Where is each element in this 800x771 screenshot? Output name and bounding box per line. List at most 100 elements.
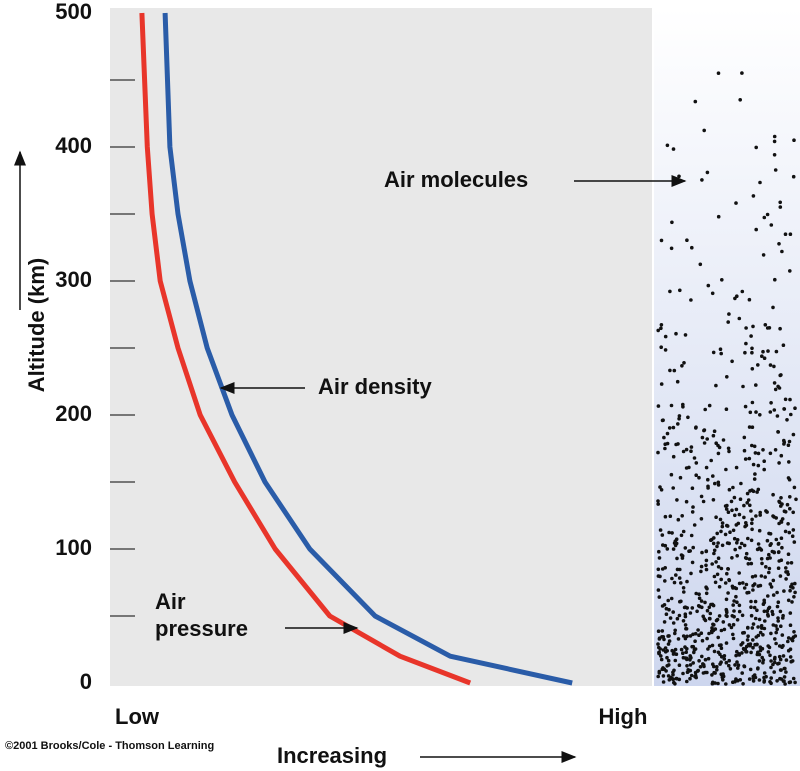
molecule [671,486,675,490]
molecule [704,549,708,554]
molecule [756,451,761,456]
molecule [674,573,678,577]
molecule [658,647,662,651]
molecule [758,583,763,588]
molecule [746,498,751,502]
molecule [668,368,672,373]
molecule [680,554,685,558]
molecule [676,422,680,426]
molecule [712,548,717,553]
molecule [689,449,693,454]
credit: ©2001 Brooks/Cole - Thomson Learning [5,740,214,752]
molecule [689,571,693,576]
molecule [663,579,667,583]
molecule [727,663,731,668]
molecule [706,656,711,661]
molecule [748,410,753,415]
molecule [671,547,676,551]
molecule [744,523,749,527]
molecule [724,407,729,412]
molecule [751,462,756,467]
molecule [661,635,666,639]
molecule [682,361,686,365]
molecule [680,364,684,368]
molecule [751,638,755,642]
molecule [660,629,665,633]
molecule [683,645,687,649]
molecule [726,567,730,571]
molecule [720,278,724,282]
molecule [792,485,797,490]
molecule [793,590,797,595]
molecule [784,658,789,662]
molecule [687,549,691,553]
molecule [762,598,766,603]
molecule [710,630,714,635]
molecule [749,605,753,609]
molecule [738,497,743,502]
molecule [740,613,745,618]
molecule [735,649,739,654]
molecule [742,503,746,508]
molecule [769,542,773,546]
molecule [667,639,672,643]
molecule [726,510,731,514]
molecule [703,407,707,412]
molecule [769,681,773,686]
annotation: pressure [155,616,248,641]
molecule [773,387,778,392]
molecule [749,613,754,618]
molecule [761,602,766,606]
molecule [725,524,730,528]
molecule [694,473,698,478]
molecule [664,612,669,616]
molecule [725,503,729,508]
molecule [708,611,713,616]
molecule [721,672,725,676]
molecule [771,612,775,617]
molecule [761,660,765,665]
molecule [679,581,683,585]
molecule [735,554,739,558]
molecule [684,499,689,504]
molecule [793,581,797,586]
molecule [774,516,778,520]
molecule [761,448,765,452]
molecule [743,556,748,560]
molecule [675,379,680,384]
molecule [694,591,698,596]
molecule [724,607,729,612]
molecule [753,574,758,578]
molecule [711,498,716,502]
molecule [707,631,711,636]
molecule [672,368,677,373]
molecule [703,618,708,623]
molecule [779,677,784,681]
molecule [763,323,768,327]
molecule [715,617,720,622]
molecule [772,364,776,369]
molecule [778,657,783,662]
molecule [737,512,742,517]
molecule [711,541,716,546]
molecule [734,201,738,205]
molecule [748,667,753,672]
molecule [758,413,762,417]
molecule [674,331,678,336]
molecule [675,498,679,502]
molecule [747,590,751,595]
molecule [691,632,695,637]
molecule [731,528,736,533]
molecule [741,384,745,389]
molecule [719,655,724,659]
molecule [784,570,788,574]
molecule [667,678,672,682]
molecule [757,528,762,533]
molecule [744,326,748,330]
molecule [672,668,676,673]
molecule [724,641,729,645]
molecule [739,541,744,546]
molecule [779,536,784,540]
molecule [768,363,773,367]
molecule [738,98,742,102]
